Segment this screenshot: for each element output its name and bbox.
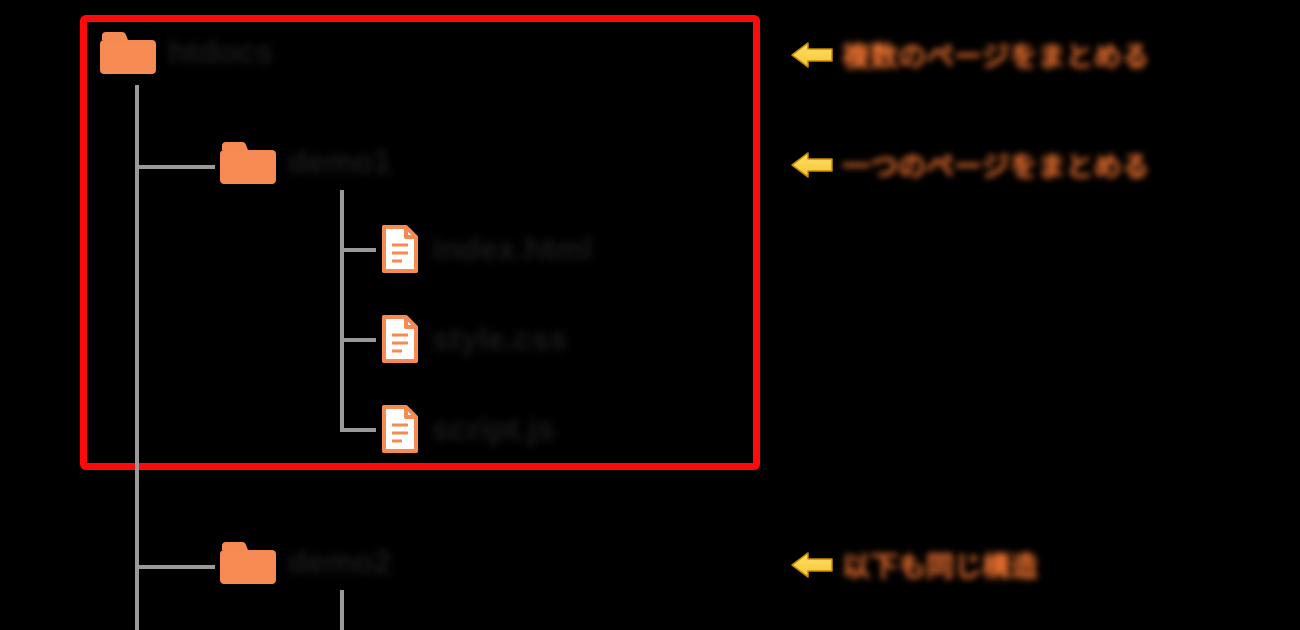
folder-demo2: demo2 (220, 540, 391, 584)
folder-root: htdocs (100, 30, 273, 74)
folder-icon (220, 140, 276, 184)
folder-label: demo1 (288, 144, 391, 181)
folder-icon (220, 540, 276, 584)
annotation-same-structure: 以下も同じ構造 (790, 545, 1038, 585)
annotation-text: 以下も同じ構造 (842, 545, 1038, 585)
file-icon (380, 405, 420, 453)
file-label: index.html (432, 231, 592, 268)
arrow-left-icon (790, 150, 834, 180)
file-style-css: style.css (380, 315, 567, 363)
annotation-text: 複数のページをまとめる (842, 35, 1149, 75)
annotation-multiple-pages: 複数のページをまとめる (790, 35, 1149, 75)
arrow-left-icon (790, 550, 834, 580)
file-index-html: index.html (380, 225, 592, 273)
folder-label: demo2 (288, 544, 391, 581)
file-icon (380, 225, 420, 273)
annotation-single-page: 一つのページをまとめる (790, 145, 1149, 185)
file-icon (380, 315, 420, 363)
folder-demo1: demo1 (220, 140, 391, 184)
file-label: script.js (432, 411, 555, 448)
annotation-text: 一つのページをまとめる (842, 145, 1149, 185)
folder-icon (100, 30, 156, 74)
file-label: style.css (432, 321, 567, 358)
file-script-js: script.js (380, 405, 555, 453)
arrow-left-icon (790, 40, 834, 70)
folder-label: htdocs (168, 34, 273, 71)
